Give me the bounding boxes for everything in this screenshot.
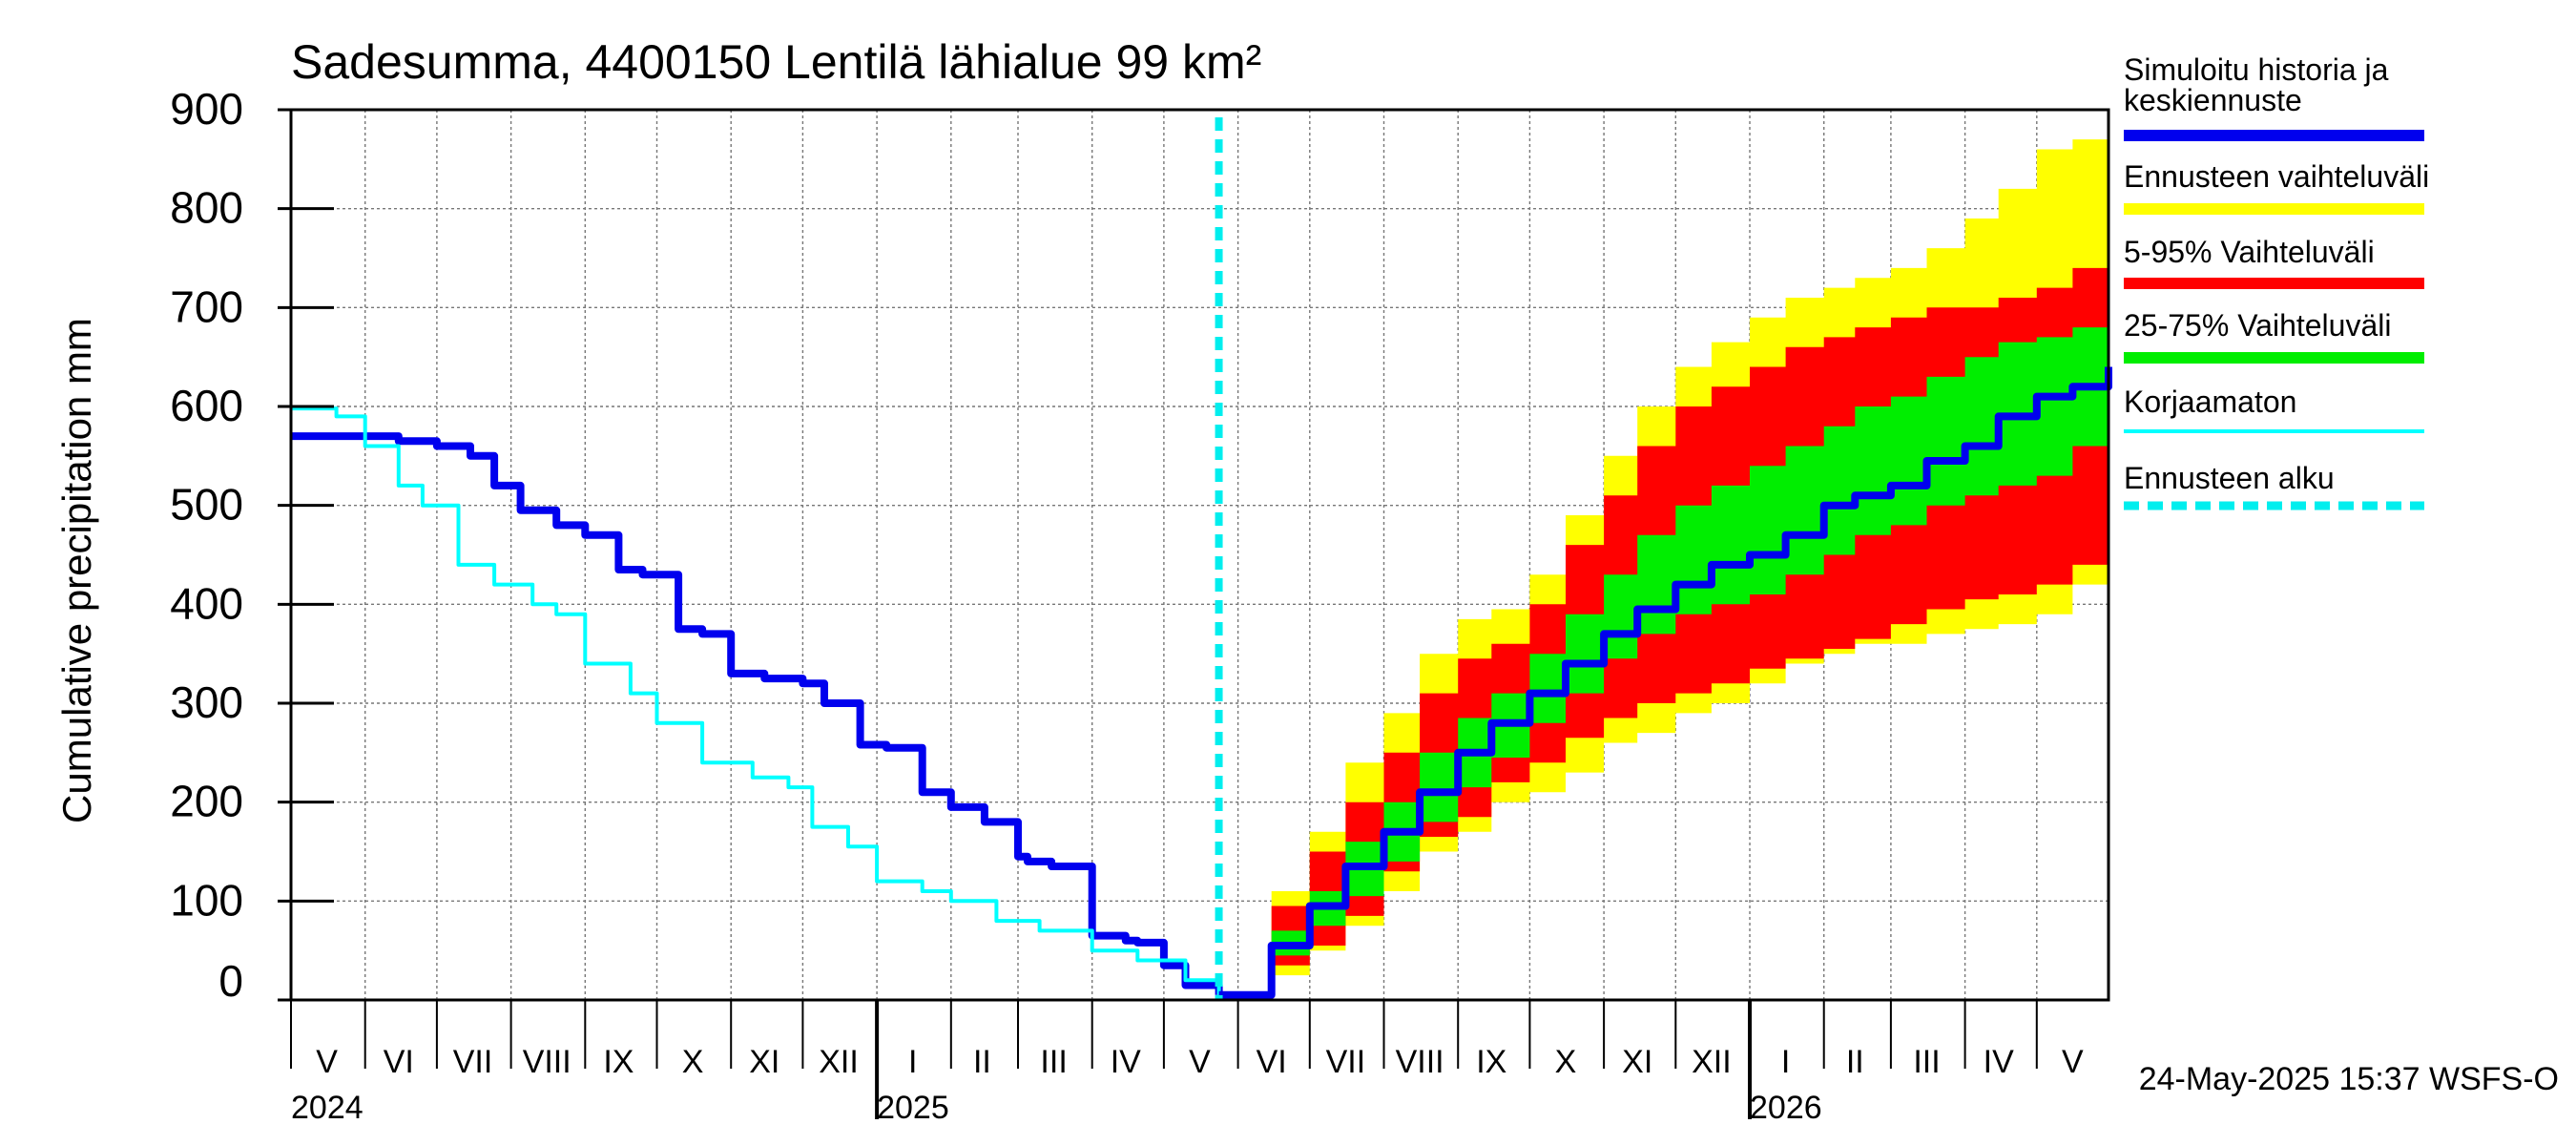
month-label: II [973, 1044, 991, 1080]
y-tick-label: 700 [170, 281, 243, 331]
y-tick-label: 300 [170, 677, 243, 727]
line-uncorrected [291, 406, 1221, 995]
month-label: VII [453, 1044, 493, 1080]
legend-label: 25-75% Vaihteluväli [2124, 308, 2391, 343]
month-label: III [1913, 1044, 1940, 1080]
legend-label: Ennusteen vaihteluväli [2124, 159, 2429, 194]
line-simulated-history [291, 432, 1223, 995]
series-lines [291, 366, 2112, 999]
legend-label: Simuloitu historia ja [2124, 52, 2389, 87]
y-tick-label: 400 [170, 578, 243, 628]
month-label: XI [749, 1044, 779, 1080]
year-label: 2025 [877, 1090, 949, 1126]
month-label: II [1846, 1044, 1864, 1080]
y-tick-label: 600 [170, 381, 243, 430]
month-label: XII [1692, 1044, 1732, 1080]
band-25-75 [1218, 307, 2109, 995]
year-label: 2026 [1750, 1090, 1822, 1126]
month-label: XII [819, 1044, 859, 1080]
month-label: X [682, 1044, 704, 1080]
month-label: III [1040, 1044, 1067, 1080]
month-label: VI [384, 1044, 414, 1080]
legend-label: Ennusteen alku [2124, 461, 2335, 495]
month-label: VIII [1396, 1044, 1444, 1080]
month-label: XI [1622, 1044, 1652, 1080]
plot-frame [289, 108, 2110, 1002]
y-tick-label: 200 [170, 777, 243, 826]
legend-label: Korjaamaton [2124, 385, 2296, 419]
month-label: IV [1984, 1044, 2014, 1080]
month-label: IX [1476, 1044, 1506, 1080]
legend-label: 5-95% Vaihteluväli [2124, 235, 2375, 269]
line-median-forecast [1218, 366, 2112, 999]
y-tick-label: 900 [170, 84, 243, 134]
month-label: V [316, 1044, 338, 1080]
chart-title: Sadesumma, 4400150 Lentilä lähialue 99 k… [291, 35, 1261, 89]
x-axis: V VI VII VIII IX X XI XII I II III IV V VI VII VIII IX X X… [290, 1000, 2084, 1126]
y-tick-label: 0 [218, 956, 243, 1006]
month-label: I [1781, 1044, 1790, 1080]
month-label: X [1555, 1044, 1577, 1080]
forecast-bands [1218, 129, 2109, 995]
month-label: V [2062, 1044, 2084, 1080]
y-axis-label: Cumulative precipitation mm [54, 318, 99, 823]
timestamp-footer: 24-May-2025 15:37 WSFS-O [2139, 1061, 2559, 1097]
y-axis: 0 100 200 300 400 500 600 700 800 900 [170, 84, 334, 1006]
month-label: IX [603, 1044, 634, 1080]
y-tick-label: 800 [170, 183, 243, 233]
month-label: VII [1326, 1044, 1366, 1080]
legend-label: keskiennuste [2124, 83, 2302, 117]
y-tick-label: 500 [170, 480, 243, 530]
month-label: VIII [523, 1044, 571, 1080]
month-label: I [908, 1044, 917, 1080]
month-label: V [1189, 1044, 1211, 1080]
year-label: 2024 [291, 1090, 364, 1126]
y-tick-label: 100 [170, 875, 243, 925]
month-label: VI [1257, 1044, 1287, 1080]
month-label: IV [1111, 1044, 1141, 1080]
